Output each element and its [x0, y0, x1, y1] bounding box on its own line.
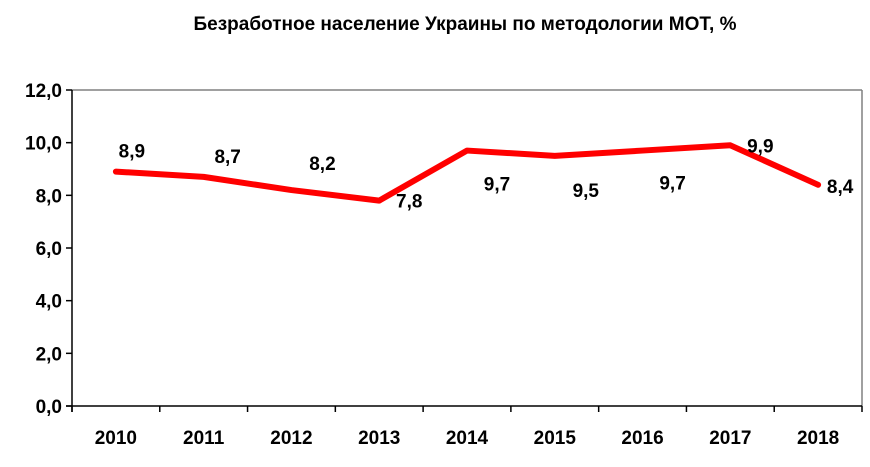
- x-tick-label: 2017: [709, 428, 751, 449]
- x-tick-label: 2013: [358, 428, 400, 449]
- y-tick-label: 8,0: [36, 186, 62, 207]
- x-tick-label: 2011: [183, 428, 225, 449]
- x-tick-label: 2014: [446, 428, 489, 449]
- data-label: 8,7: [214, 147, 240, 168]
- data-label: 9,5: [573, 181, 600, 202]
- x-tick-label: 2012: [270, 428, 312, 449]
- y-tick-label: 12,0: [25, 81, 62, 102]
- x-tick-label: 2010: [95, 428, 137, 449]
- chart-title: Безработное население Украины по методол…: [193, 14, 737, 35]
- y-tick-label: 0,0: [36, 397, 62, 418]
- x-tick-label: 2015: [534, 428, 577, 449]
- y-tick-label: 4,0: [36, 292, 62, 313]
- data-label: 9,7: [484, 175, 510, 196]
- data-label: 9,9: [747, 136, 773, 157]
- data-label: 8,2: [309, 154, 335, 175]
- data-label: 9,7: [659, 174, 685, 195]
- data-label: 8,9: [119, 142, 145, 163]
- data-line: [112, 142, 822, 204]
- data-label: 8,4: [827, 177, 854, 198]
- y-tick-label: 10,0: [25, 134, 62, 155]
- data-label: 7,8: [396, 192, 422, 213]
- y-tick-label: 2,0: [36, 344, 62, 365]
- x-tick-label: 2018: [797, 428, 839, 449]
- x-tick-label: 2016: [621, 428, 663, 449]
- y-tick-label: 6,0: [36, 239, 62, 260]
